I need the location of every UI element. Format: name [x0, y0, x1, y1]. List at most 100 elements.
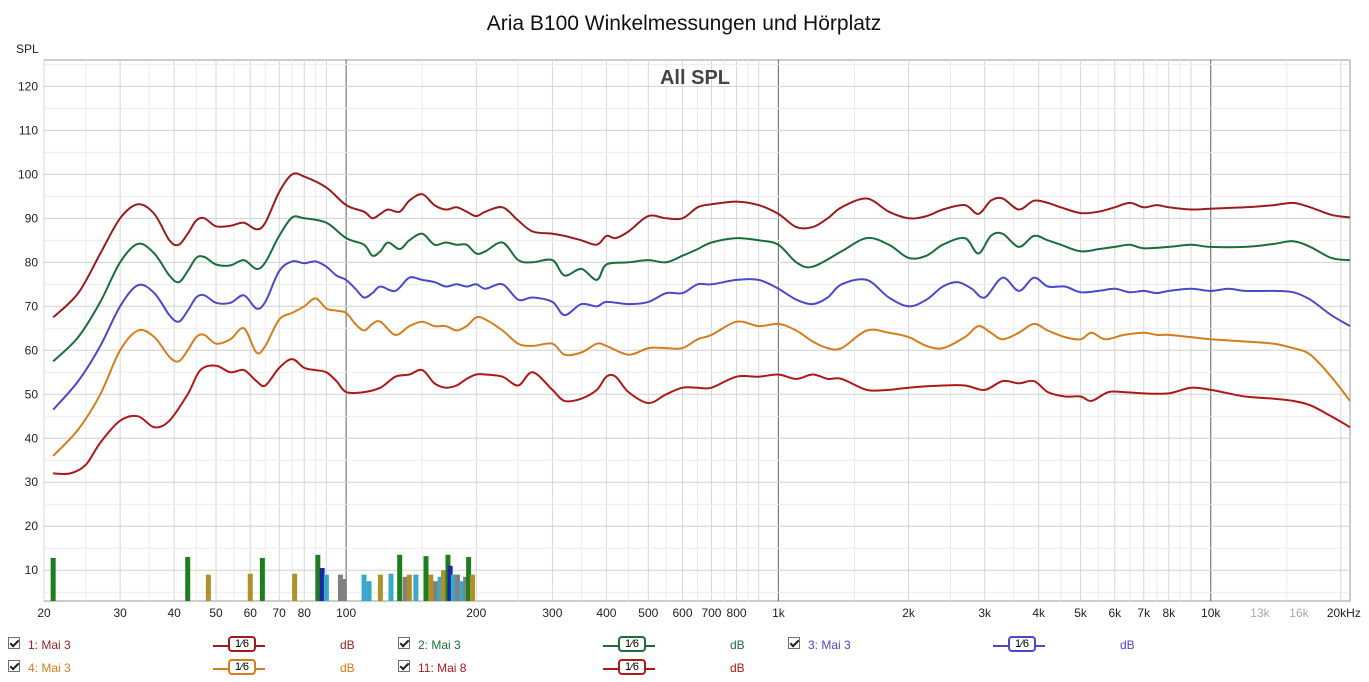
series-line — [52, 172, 1351, 319]
peak-bar — [50, 557, 56, 601]
peak-bar — [377, 574, 383, 601]
peak-bar — [463, 576, 469, 601]
x-tick-label: 100 — [336, 606, 356, 620]
grid-lines — [43, 60, 1350, 601]
x-tick-label: 1k — [772, 606, 786, 620]
peak-bar — [406, 574, 412, 601]
legend-item-2[interactable]: 2: Mai 3 1⁄6 dB — [398, 634, 778, 654]
peak-bar — [341, 579, 347, 601]
legend-label: 1: Mai 3 — [28, 638, 71, 652]
legend: 1: Mai 3 1⁄6 dB 2: Mai 3 1⁄6 dB 3: Mai 3… — [0, 630, 1369, 682]
legend-label: 11: Mai 8 — [418, 661, 467, 675]
x-tick-label: 2k — [902, 606, 916, 620]
legend-unit: dB — [340, 661, 355, 675]
y-tick-label: 70 — [25, 299, 39, 313]
peak-bar — [428, 574, 434, 601]
peak-bar — [388, 573, 394, 601]
chart-title: Aria B100 Winkelmessungen und Hörplatz — [487, 12, 882, 35]
series-line — [52, 215, 1351, 363]
peak-bar — [433, 581, 439, 601]
x-tick-label: 500 — [638, 606, 658, 620]
x-tick-label: 20 — [37, 606, 51, 620]
series-line — [52, 260, 1351, 411]
y-tick-label: 110 — [19, 123, 38, 137]
peak-bar — [447, 565, 453, 601]
y-tick-label: 80 — [25, 255, 39, 269]
x-tick-label: 13k — [1250, 606, 1270, 620]
peak-bar — [450, 574, 456, 601]
series-line — [52, 297, 1351, 457]
plot-area[interactable] — [43, 59, 1351, 602]
x-tick-label: 700 — [701, 606, 721, 620]
x-tick-label: 300 — [542, 606, 562, 620]
x-tick-label: 30 — [113, 606, 127, 620]
y-tick-label: 40 — [25, 431, 39, 445]
peak-bar — [423, 556, 429, 601]
peak-bar — [366, 581, 372, 601]
spl-chart: Aria B100 Winkelmessungen und Hörplatz S… — [16, 12, 1361, 620]
x-tick-label: 40 — [167, 606, 181, 620]
x-tick-label: 50 — [209, 606, 223, 620]
peak-bar — [413, 574, 419, 601]
y-tick-label: 100 — [18, 167, 38, 181]
x-tick-label: 80 — [298, 606, 312, 620]
peak-bar — [455, 574, 461, 601]
y-axis-label: SPL — [16, 42, 39, 56]
x-tick-label: 3k — [978, 606, 992, 620]
legend-item-11[interactable]: 11: Mai 8 1⁄6 dB — [398, 657, 778, 677]
smoothing-button[interactable]: 1⁄6 — [1008, 636, 1036, 652]
x-tick-label: 600 — [673, 606, 693, 620]
y-tick-label: 120 — [18, 79, 38, 93]
legend-checkbox[interactable] — [398, 660, 410, 672]
y-tick-label: 50 — [25, 387, 39, 401]
peak-bar — [185, 557, 191, 601]
legend-checkbox[interactable] — [8, 660, 20, 672]
peak-bar — [205, 574, 211, 601]
x-tick-label: 70 — [273, 606, 287, 620]
legend-unit: dB — [730, 638, 745, 652]
x-tick-label: 20kHz — [1327, 606, 1361, 620]
peak-bar — [315, 554, 321, 601]
legend-checkbox[interactable] — [788, 637, 800, 649]
legend-unit: dB — [1120, 638, 1135, 652]
legend-label: 4: Mai 3 — [28, 661, 71, 675]
smoothing-button[interactable]: 1⁄6 — [618, 659, 646, 675]
legend-label: 3: Mai 3 — [808, 638, 851, 652]
peak-bar — [259, 557, 265, 601]
peak-bar — [459, 581, 465, 601]
peak-bar — [469, 574, 475, 601]
x-tick-label: 200 — [466, 606, 486, 620]
x-tick-label: 16k — [1289, 606, 1309, 620]
y-tick-label: 30 — [25, 475, 39, 489]
x-tick-label: 6k — [1108, 606, 1122, 620]
x-tick-label: 4k — [1032, 606, 1046, 620]
legend-item-3[interactable]: 3: Mai 3 1⁄6 dB — [788, 634, 1168, 654]
peak-bar — [437, 576, 443, 601]
legend-item-1[interactable]: 1: Mai 3 1⁄6 dB — [8, 634, 388, 654]
legend-label: 2: Mai 3 — [418, 638, 461, 652]
x-tick-labels: 20 30 40 50 60 70 80 100 200 300 400 500 600 700 800 1k… — [37, 606, 1361, 620]
y-tick-label: 60 — [25, 343, 39, 357]
peak-bar — [337, 574, 343, 601]
series-line — [53, 358, 1351, 476]
inner-title: All SPL — [660, 67, 730, 89]
smoothing-button[interactable]: 1⁄6 — [228, 636, 256, 652]
y-tick-labels: 10 20 30 40 50 60 70 80 90 100 110 120 — [18, 79, 38, 577]
x-tick-label: 7k — [1137, 606, 1151, 620]
legend-checkbox[interactable] — [398, 637, 410, 649]
peak-bars — [50, 554, 475, 601]
legend-item-4[interactable]: 4: Mai 3 1⁄6 dB — [8, 657, 388, 677]
peak-bar — [441, 570, 447, 601]
x-tick-label: 800 — [727, 606, 747, 620]
smoothing-button[interactable]: 1⁄6 — [618, 636, 646, 652]
peak-bar — [361, 574, 367, 601]
x-tick-label: 8k — [1162, 606, 1176, 620]
y-tick-label: 20 — [25, 519, 39, 533]
x-tick-label: 5k — [1074, 606, 1088, 620]
peak-bar — [397, 554, 403, 601]
peak-bar — [466, 557, 472, 601]
legend-checkbox[interactable] — [8, 637, 20, 649]
peak-bar — [323, 574, 329, 601]
smoothing-button[interactable]: 1⁄6 — [228, 659, 256, 675]
peak-bar — [247, 573, 253, 601]
